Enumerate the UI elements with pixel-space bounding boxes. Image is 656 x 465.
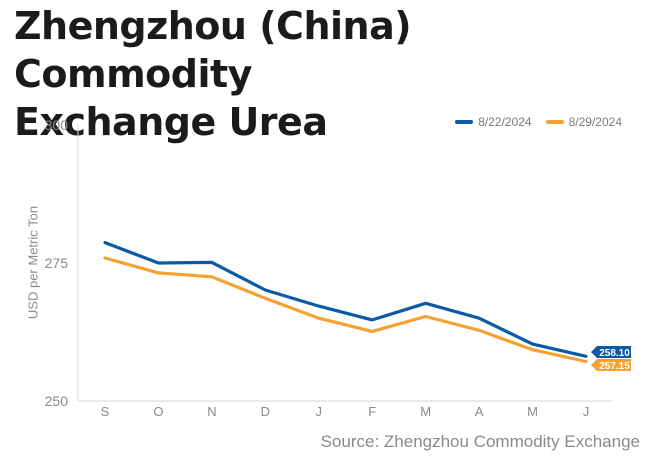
x-tick-label: S: [101, 404, 110, 419]
x-tick-label: N: [207, 404, 216, 419]
legend-item-series-2: 8/29/2024: [545, 115, 622, 129]
x-tick-label: M: [527, 404, 538, 419]
x-tick-label: J: [583, 404, 590, 419]
x-tick-label: D: [261, 404, 270, 419]
x-tick-label: M: [420, 404, 431, 419]
legend-label-series-2: 8/29/2024: [568, 115, 622, 129]
y-tick-label: 300: [45, 117, 69, 133]
legend-swatch-series-1: [455, 120, 474, 124]
x-tick-label: J: [316, 404, 323, 419]
source-note: Source: Zhengzhou Commodity Exchange: [320, 432, 640, 451]
legend-item-series-1: 8/22/2024: [455, 115, 532, 129]
series-line-2: [103, 256, 588, 364]
x-tick-label: A: [475, 404, 484, 419]
x-tick-label: O: [153, 404, 163, 419]
chart-legend: 8/22/2024 8/29/2024: [455, 115, 622, 129]
y-tick-label: 250: [45, 393, 69, 409]
legend-label-series-1: 8/22/2024: [478, 115, 532, 129]
chart-title-line-1: Zhengzhou (China) Commodity: [14, 4, 412, 96]
end-value-badge-series-1: [591, 346, 631, 358]
end-value-label-series-2: 257.15: [599, 361, 630, 372]
legend-swatch-series-2: [545, 120, 564, 124]
chart-title: Zhengzhou (China) Commodity Exchange Ure…: [14, 2, 644, 146]
end-value-label-series-1: 258.10: [599, 348, 630, 359]
series-line-1: [103, 241, 588, 358]
y-tick-label: 275: [45, 255, 69, 271]
x-tick-label: F: [368, 404, 376, 419]
chart-title-line-2: Exchange Urea: [14, 100, 328, 144]
end-value-badge-series-2: [591, 359, 631, 371]
